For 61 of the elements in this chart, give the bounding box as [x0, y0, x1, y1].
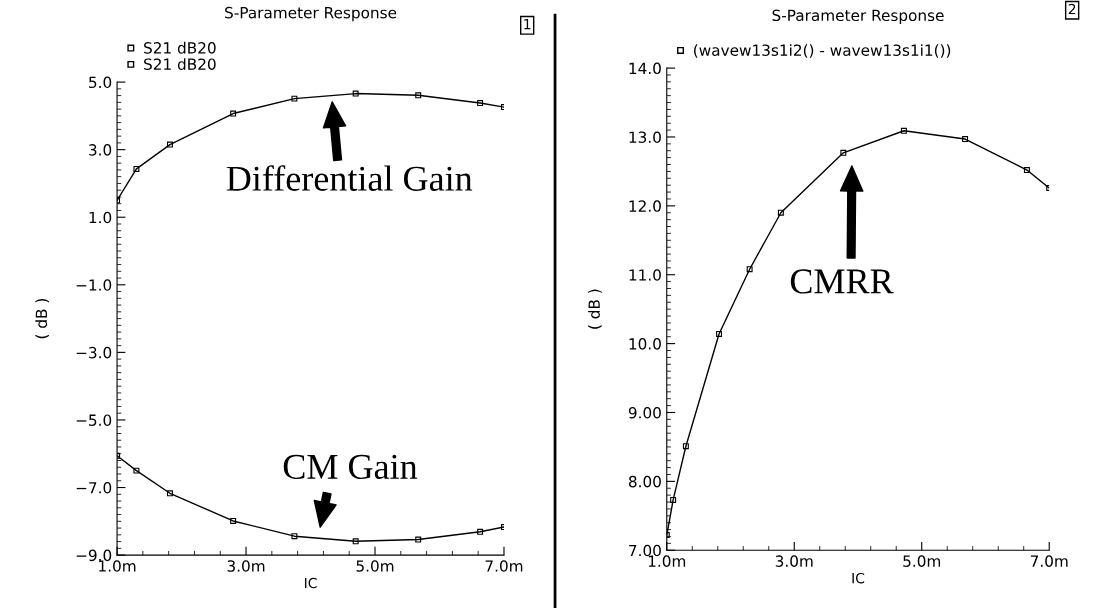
x-tick-label: 7.0m	[1030, 555, 1068, 567]
y-tick-label: 5.0	[89, 76, 112, 89]
y-axis-title: ( dB )	[35, 299, 49, 339]
point	[777, 209, 784, 216]
point	[1023, 167, 1030, 174]
point	[477, 100, 484, 107]
x-tick-label: 1.0m	[648, 555, 686, 567]
annotation: Differential Gain	[226, 165, 473, 191]
y-tick-label: 9.00	[628, 406, 661, 419]
y-tick-label: −9.0	[76, 549, 112, 562]
y-tick-label: −5.0	[76, 414, 112, 426]
point	[133, 165, 140, 172]
legend-label: S21 dB20	[144, 41, 216, 54]
y-tick-label: 10.0	[629, 338, 661, 350]
x-tick-label: 7.0m	[485, 560, 523, 572]
x-axis-title: IC	[852, 572, 865, 584]
point	[230, 517, 237, 524]
point	[291, 533, 298, 540]
point	[962, 136, 969, 143]
point	[477, 528, 484, 535]
point	[415, 536, 422, 543]
y-tick-label: 14.0	[629, 62, 661, 75]
legend-label: S21 dB20	[144, 58, 216, 70]
y-tick-label: 7.00	[629, 544, 661, 557]
point	[166, 490, 173, 497]
y-tick-label: 1.0	[89, 211, 112, 224]
point	[352, 90, 359, 97]
y-tick-label: −1.0	[76, 279, 112, 291]
annotation: CMRR	[790, 269, 894, 294]
y-axis-title: ( dB )	[588, 289, 602, 329]
x-tick-label: 5.0m	[903, 555, 941, 567]
point	[900, 127, 907, 134]
point	[746, 266, 753, 273]
point	[291, 95, 298, 102]
y-tick-label: −3.0	[76, 346, 112, 359]
y-tick-label: 11.0	[629, 269, 661, 281]
y-tick-label: 3.0	[89, 144, 112, 156]
chart-title: S-Parameter Response	[225, 6, 397, 22]
x-tick-label: 5.0m	[356, 560, 394, 572]
annotation: CM Gain	[283, 454, 418, 479]
y-tick-label: 13.0	[629, 131, 661, 143]
x-tick-label: 3.0m	[775, 555, 813, 567]
point	[716, 330, 723, 337]
point	[670, 496, 677, 503]
x-tick-label: 3.0m	[227, 560, 265, 572]
y-tick-label: −7.0	[76, 481, 112, 494]
point	[682, 443, 689, 450]
text: 1	[524, 19, 531, 30]
y-tick-label: 12.0	[629, 200, 661, 212]
x-axis-title: IC	[304, 577, 317, 589]
y-tick-label: 8.00	[628, 475, 661, 488]
point	[415, 92, 422, 99]
chart-title: S-Parameter Response	[772, 9, 944, 25]
point	[133, 467, 140, 474]
point	[230, 110, 237, 117]
point	[840, 149, 847, 156]
text: 2	[1068, 3, 1076, 15]
point	[352, 538, 359, 545]
legend-label: (wavew13s1i2() - wavew13s1i1())	[694, 44, 951, 58]
x-tick-label: 1.0m	[99, 560, 136, 572]
point	[166, 141, 173, 148]
